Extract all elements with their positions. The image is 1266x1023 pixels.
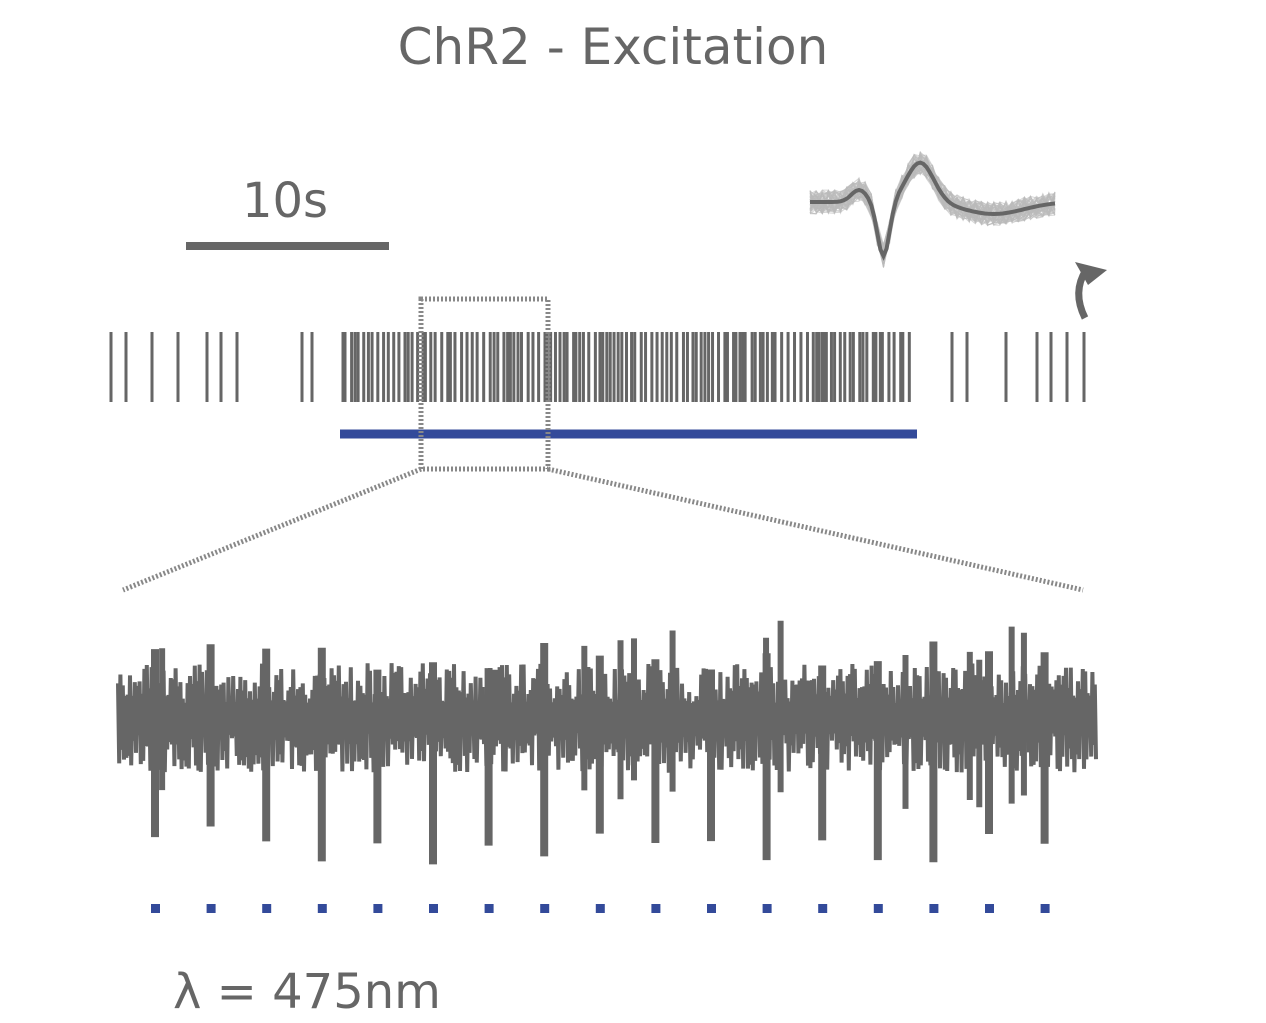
zoom-box [418,296,551,472]
light-pulse [707,904,716,913]
light-pulse [985,904,994,913]
light-pulse [818,904,828,913]
waveform-trial [809,166,1056,258]
light-pulse [762,904,772,913]
title: ChR2 - Excitation [398,18,829,76]
light-pulse [1040,904,1050,913]
light-pulse [373,904,383,913]
light-pulse [262,904,272,913]
spike-raster [109,332,1086,402]
stimulus-label: λ = 475nm [173,964,441,1020]
light-pulse [429,904,438,913]
light-pulse [484,904,494,913]
spike-waveform [809,151,1056,268]
light-pulse [929,904,939,913]
light-pulse [540,904,550,913]
voltage-trace [116,620,1098,865]
light-pulse [873,904,883,913]
light-pulse [317,904,327,913]
light-pulse [151,904,160,913]
light-pulse [206,904,216,913]
light-pulses [151,904,1050,913]
waveform-mean [810,160,1056,261]
waveform-trial [809,156,1056,258]
arrow-head [1075,262,1107,285]
light-pulse [651,904,661,913]
scale-bar-label: 10s [242,173,328,229]
light-pulse [595,904,605,913]
zoom-line [547,466,1084,593]
zoom-line [122,466,422,593]
